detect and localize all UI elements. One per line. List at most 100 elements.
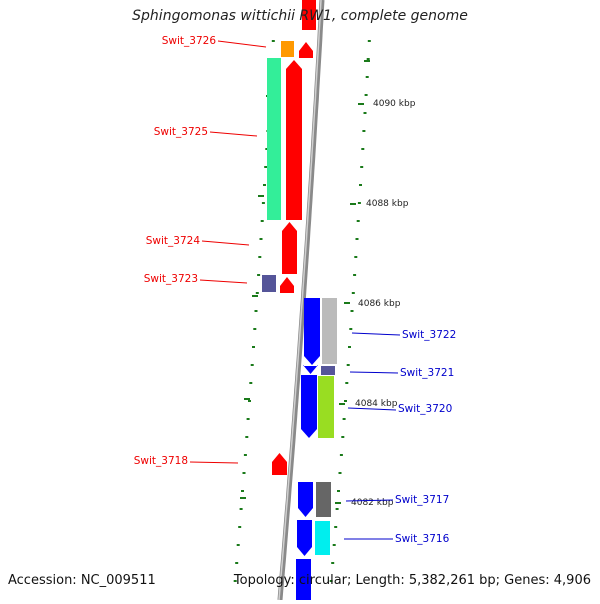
cog-bar-swit-3716	[315, 521, 330, 555]
gc-tick-right	[332, 544, 336, 546]
gc-tick-right	[334, 526, 338, 528]
gc-tick-right	[362, 130, 366, 132]
gene-arrow-swit-3716	[297, 520, 312, 556]
gc-tick-right	[339, 454, 343, 456]
gc-tick-right	[349, 328, 353, 330]
map-title: Sphingomonas wittichii RW1, complete gen…	[132, 8, 468, 24]
gc-tick-left	[258, 256, 262, 258]
gc-tick-right	[361, 148, 365, 150]
label-leader-line	[351, 332, 401, 336]
kbp-scale: 4090 kbp 4088 kbp 4086 kbp 4084 kbp 4082 kbp	[351, 99, 416, 508]
gc-tick-left	[249, 382, 253, 384]
gc-tick-right	[338, 472, 342, 474]
gene-label-swit-3720: Swit_3720	[398, 403, 452, 415]
label-leader-line	[199, 279, 248, 284]
scale-label: 4090 kbp	[373, 99, 416, 109]
label-leader-line	[189, 461, 239, 464]
label-leader-line	[349, 371, 399, 374]
genome-backbone	[277, 0, 325, 601]
gc-tick-left	[236, 544, 240, 546]
gc-tick-right	[353, 274, 357, 276]
gc-tick-right	[359, 184, 362, 186]
scale-label: 4088 kbp	[366, 199, 409, 209]
gene-arrow-swit-3720	[301, 375, 317, 438]
gc-tick-right	[350, 310, 354, 312]
scale-tick-left	[244, 398, 250, 400]
gc-tick-right	[365, 76, 369, 78]
gc-tick-right	[341, 436, 345, 438]
gc-tick-left	[260, 220, 264, 222]
gene-label-swit-3721: Swit_3721	[400, 367, 454, 379]
gene-arrow-continuation-bottom	[296, 559, 311, 600]
backbone-line	[277, 0, 325, 601]
label-leader-line	[347, 407, 397, 411]
gene-label-swit-3725: Swit_3725	[154, 126, 208, 138]
scale-tick	[358, 103, 364, 105]
gc-tick-right	[357, 202, 361, 204]
gene-arrow-swit-3717	[298, 482, 313, 517]
scale-tick	[364, 60, 370, 62]
scale-tick	[344, 302, 350, 304]
gc-tick-left	[257, 274, 261, 276]
gc-tick-right	[342, 418, 346, 420]
gc-tick-left	[271, 40, 275, 42]
gc-tick-right	[346, 364, 350, 366]
gc-tick-right	[367, 40, 371, 42]
cog-bar-swit-3726	[281, 41, 294, 57]
gc-tick-left	[252, 346, 255, 348]
gc-tick-left	[261, 202, 265, 204]
gene-features	[262, 0, 337, 600]
cog-bar-swit-3720	[318, 376, 334, 438]
gc-tick-left	[239, 508, 243, 510]
label-leader-line	[345, 499, 394, 502]
gc-tick-left	[254, 310, 258, 312]
gene-label-swit-3718: Swit_3718	[134, 455, 188, 467]
gc-tick-right	[360, 166, 364, 168]
cog-bar-swit-3723	[262, 275, 276, 292]
gc-tick-right	[331, 562, 335, 564]
gc-tick-left	[243, 454, 247, 456]
gc-tick-left	[255, 292, 259, 294]
scale-label: 4082 kbp	[351, 498, 394, 508]
gc-tick-right	[354, 256, 358, 258]
gc-tick-left	[253, 328, 257, 330]
scale-tick-left	[258, 195, 264, 197]
gene-arrow-swit-3723	[280, 277, 294, 293]
gene-label-swit-3724: Swit_3724	[146, 235, 201, 247]
gc-tick-right	[348, 346, 351, 348]
gc-tick-left	[235, 562, 239, 564]
gc-tick-right	[366, 58, 370, 60]
scale-tick	[335, 502, 341, 504]
gc-tick-left	[264, 166, 268, 168]
accession-text: Accession: NC_009511	[8, 573, 156, 588]
gene-arrow-swit-3721	[303, 365, 318, 374]
gene-arrow-swit-3725	[286, 60, 302, 220]
gene-arrow-swit-3722	[304, 298, 320, 365]
gene-arrow-continuation	[302, 0, 316, 30]
backbone-highlight	[278, 0, 322, 601]
gc-tick-right	[351, 292, 355, 294]
gc-tick-left	[238, 526, 242, 528]
gene-arrow-swit-3724	[282, 222, 297, 274]
gc-tick-right	[355, 238, 359, 240]
gc-tick-left	[250, 364, 254, 366]
gc-tick-left	[246, 418, 250, 420]
gc-tick-left	[259, 238, 263, 240]
scale-label: 4084 kbp	[355, 399, 398, 409]
gene-label-swit-3723: Swit_3723	[144, 273, 198, 285]
gene-arrow-swit-3726	[299, 42, 313, 58]
label-leader-line	[201, 240, 250, 246]
gc-tick-right	[329, 580, 333, 582]
scale-tick	[339, 403, 345, 405]
genome-summary-text: Topology: circular; Length: 5,382,261 bp…	[233, 573, 591, 588]
gene-labels: Swit_3726 Swit_3725 Swit_3724 Swit_3723 Swit…	[134, 35, 457, 545]
cog-bar-swit-3725	[267, 58, 281, 220]
gc-tick-left	[233, 580, 237, 582]
scale-tick	[350, 203, 356, 205]
gc-tick-left	[263, 184, 266, 186]
gc-tick-right	[345, 382, 349, 384]
gc-tick-left	[248, 400, 251, 402]
gc-tick-right	[364, 94, 368, 96]
